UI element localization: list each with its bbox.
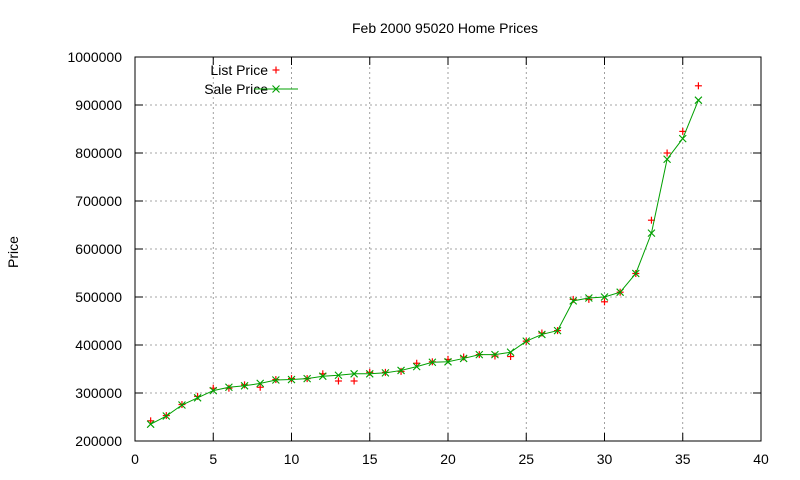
chart-title: Feb 2000 95020 Home Prices (352, 20, 538, 36)
list-price-point (334, 377, 342, 385)
sale-price-point (522, 337, 531, 346)
sale-price-point (178, 401, 186, 409)
list-price-point (350, 377, 358, 385)
sale-price-point (146, 420, 155, 429)
list-price-point (241, 381, 249, 389)
x-tick-label: 40 (753, 451, 769, 467)
list-price-point (397, 367, 405, 375)
series-list-price (147, 82, 702, 425)
sale-price-point (225, 383, 233, 392)
list-price-point (663, 149, 671, 157)
y-tick-label: 800000 (75, 145, 122, 161)
sale-price-point (193, 393, 202, 402)
sale-price-point (350, 369, 358, 378)
x-tick-label: 10 (284, 451, 300, 467)
plot-frame (134, 56, 762, 442)
legend-label: List Price (210, 62, 268, 78)
x-tick-label: 20 (440, 451, 456, 467)
sale-price-point (240, 381, 249, 390)
x-tick-label: 30 (597, 451, 613, 467)
sale-price-point (444, 357, 452, 366)
x-tick-label: 5 (209, 451, 217, 467)
sale-price-point (162, 412, 171, 420)
sale-price-point (475, 350, 484, 359)
x-tick-label: 0 (131, 451, 139, 467)
x-tick-label: 35 (675, 451, 691, 467)
sale-price-point (631, 269, 640, 278)
list-price-point (491, 352, 499, 360)
sale-price-point (428, 358, 437, 367)
sale-price-point (365, 369, 374, 378)
sale-price-point (553, 326, 562, 335)
sale-price-point (412, 362, 421, 371)
y-tick-label: 500000 (75, 289, 122, 305)
axis-ticks: 200000 300000 400000 500000 600000 700000 8000… (67, 49, 769, 467)
sale-price-point (647, 229, 656, 238)
sale-price-point (209, 386, 218, 395)
legend-marker (272, 85, 280, 93)
list-price-point (601, 298, 608, 306)
y-tick-label: 900000 (75, 97, 122, 113)
legend-label: Sale Price (204, 81, 268, 97)
y-tick-label: 700000 (75, 193, 122, 209)
x-tick-label: 15 (362, 451, 378, 467)
list-price-point (694, 82, 702, 90)
sale-price-point (318, 372, 327, 381)
sale-price-point (663, 155, 671, 164)
sale-price-point (506, 348, 515, 357)
series-sale-price (146, 96, 703, 429)
sale-price-point (381, 368, 390, 377)
sale-price-point (271, 376, 280, 384)
list-price-point (413, 359, 421, 367)
sale-price-point (616, 288, 625, 297)
list-price-point (679, 127, 687, 135)
x-tick-label: 25 (518, 451, 534, 467)
sale-price-point (694, 96, 703, 105)
sale-price-point (678, 134, 687, 143)
data-series (146, 82, 703, 429)
sale-price-point (303, 374, 312, 383)
sale-price-point (334, 371, 343, 380)
sale-price-point (569, 296, 578, 305)
grid-lines (135, 57, 761, 441)
sale-price-line (150, 100, 699, 425)
legend: List Price Sale Price (204, 62, 298, 97)
y-tick-label: 400000 (75, 337, 122, 353)
list-price-point (288, 375, 295, 383)
list-price-point (256, 383, 264, 391)
sale-price-point (256, 379, 265, 388)
sale-price-point (491, 350, 499, 359)
list-price-point (366, 368, 374, 376)
list-price-point (585, 295, 593, 303)
y-tick-label: 200000 (75, 433, 122, 449)
y-tick-label: 600000 (75, 241, 122, 257)
sale-price-point (287, 375, 296, 384)
list-price-point (460, 353, 468, 361)
sale-price-point (584, 294, 593, 302)
y-tick-label: 1000000 (67, 49, 122, 65)
list-price-point (538, 329, 546, 337)
sale-price-point (600, 293, 609, 301)
sale-price-point (538, 330, 546, 339)
sale-price-point (397, 366, 405, 375)
sale-price-point (459, 354, 468, 363)
list-price-point (507, 353, 515, 361)
list-price-point (147, 417, 155, 425)
legend-marker (272, 66, 280, 74)
y-axis-label: Price (5, 236, 21, 268)
y-tick-label: 300000 (75, 385, 122, 401)
